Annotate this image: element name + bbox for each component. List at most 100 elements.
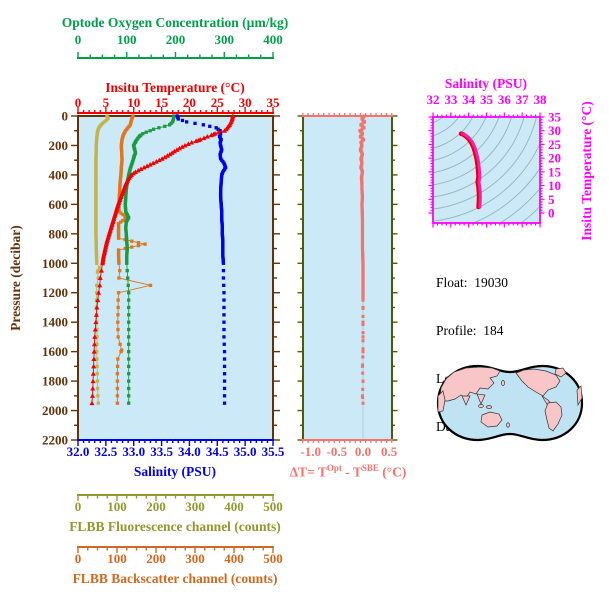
backscatter-axis-title: FLBB Backscatter channel (counts) (72, 571, 278, 586)
tick-label: 2200 (42, 433, 68, 448)
tick-label: 0.0 (355, 444, 371, 459)
tick-label: 0 (75, 551, 82, 566)
tick-label: 200 (49, 138, 69, 153)
tick-label: 1400 (42, 315, 68, 330)
delta-t-curve (358, 114, 367, 405)
tick-label: 100 (107, 499, 127, 514)
tick-label: 800 (49, 226, 69, 241)
tick-label: 0.5 (381, 444, 398, 459)
profile-line: Profile: 184 (436, 323, 504, 338)
salinity-curve (175, 114, 228, 405)
tick-label: 20 (548, 151, 561, 166)
tick-label: 200 (146, 499, 166, 514)
salinity-axis-title: Salinity (PSU) (133, 464, 217, 479)
map-newzealand (506, 422, 510, 428)
tick-label: 35.5 (262, 444, 285, 459)
map-indochina (476, 393, 486, 405)
tick-label: 10 (548, 178, 561, 193)
temperature-axis-title: Insitu Temperature (°C) (105, 80, 245, 95)
tick-label: 34 (462, 92, 476, 107)
map-north-america (515, 368, 561, 397)
tick-label: 300 (215, 32, 235, 47)
tick-label: 1200 (42, 285, 68, 300)
map-japan (501, 380, 505, 386)
map-atlantic-sliver (576, 385, 583, 407)
tick-label: 35 (480, 92, 494, 107)
fluorescence-axis-title: FLBB Fluorescence channel (counts) (69, 519, 281, 534)
tick-label: 33.5 (150, 444, 173, 459)
tick-label: 30 (548, 123, 561, 138)
tick-label: 2000 (42, 403, 68, 418)
delta-t-plot: -1.0 -0.5 0.0 0.5 (297, 113, 398, 459)
tick-label: 200 (166, 32, 186, 47)
map-continents (437, 366, 583, 432)
tick-label: 400 (224, 551, 244, 566)
map-australia (480, 411, 503, 428)
tick-label: 100 (117, 32, 137, 47)
fluorescence-axis: 0 100 200 300 400 500 (75, 494, 283, 514)
tick-label: 30 (239, 95, 252, 110)
tick-label: 25 (211, 95, 225, 110)
tick-label: 400 (224, 499, 244, 514)
delta-t-plot-area (303, 116, 392, 440)
tick-label: 15 (548, 164, 562, 179)
tick-label: 0 (75, 95, 82, 110)
tick-label: 32 (427, 92, 440, 107)
tick-label: 1800 (42, 374, 68, 389)
tick-label: 35.0 (234, 444, 257, 459)
tick-label: 400 (49, 167, 69, 182)
tick-label: 33 (444, 92, 458, 107)
tick-label: 300 (185, 551, 205, 566)
tick-label: 600 (49, 197, 69, 212)
tick-label: -1.0 (300, 444, 321, 459)
tick-label: 500 (263, 499, 283, 514)
map-india (461, 395, 471, 406)
tick-label: 5 (103, 95, 110, 110)
tick-label: 35 (548, 109, 562, 124)
backscatter-axis: 0 100 200 300 400 500 (75, 546, 283, 566)
tick-label: 400 (263, 32, 283, 47)
tick-label: 0 (75, 32, 82, 47)
tick-label: 35 (267, 95, 281, 110)
tick-label: 500 (263, 551, 283, 566)
map-newguinea (486, 405, 492, 409)
map-eurasia (439, 366, 501, 402)
tick-label: 20 (183, 95, 196, 110)
tick-label: 36 (498, 92, 512, 107)
tick-label: 300 (185, 499, 205, 514)
world-map (436, 362, 586, 452)
oxygen-axis: 0 100 200 300 400 (75, 32, 283, 59)
map-south-america (544, 401, 563, 432)
tick-label: 15 (155, 95, 169, 110)
insitu-temperature-curve (89, 113, 236, 406)
tick-label: 0 (75, 499, 82, 514)
tick-label: 10 (127, 95, 140, 110)
tick-label: 1000 (42, 256, 68, 271)
tick-label: 25 (548, 137, 562, 152)
oxygen-axis-title: Optode Oxygen Concentration (µm/kg) (61, 15, 289, 30)
delta-t-axis-title: ΔT= TOpt - TSBE (°C) (289, 463, 407, 480)
flbb-fluorescence-curve (94, 114, 110, 405)
tick-label: 100 (107, 551, 127, 566)
main-plot-area (78, 116, 273, 440)
ts-curve (460, 132, 482, 209)
world-map-svg (436, 364, 584, 442)
optode-oxygen-curve (123, 114, 176, 405)
tick-label: 32.0 (67, 444, 90, 459)
main-plot: 0 5 10 15 20 25 30 35 0 200 400 600 800 1000 1200 1400 1… (42, 95, 285, 459)
tick-label: 34.0 (178, 444, 201, 459)
tick-label: 5 (548, 192, 555, 207)
float-id-line: Float: 19030 (436, 275, 509, 290)
map-borneo (478, 404, 484, 408)
tick-label: 37 (516, 92, 530, 107)
tick-label: 33.0 (122, 444, 145, 459)
tick-label: 0 (62, 109, 69, 124)
tick-label: 34.5 (206, 444, 229, 459)
ts-salinity-axis-title: Salinity (PSU) (444, 76, 528, 91)
tick-label: 0 (548, 206, 555, 221)
tick-label: 200 (146, 551, 166, 566)
tick-label: -0.5 (327, 444, 348, 459)
